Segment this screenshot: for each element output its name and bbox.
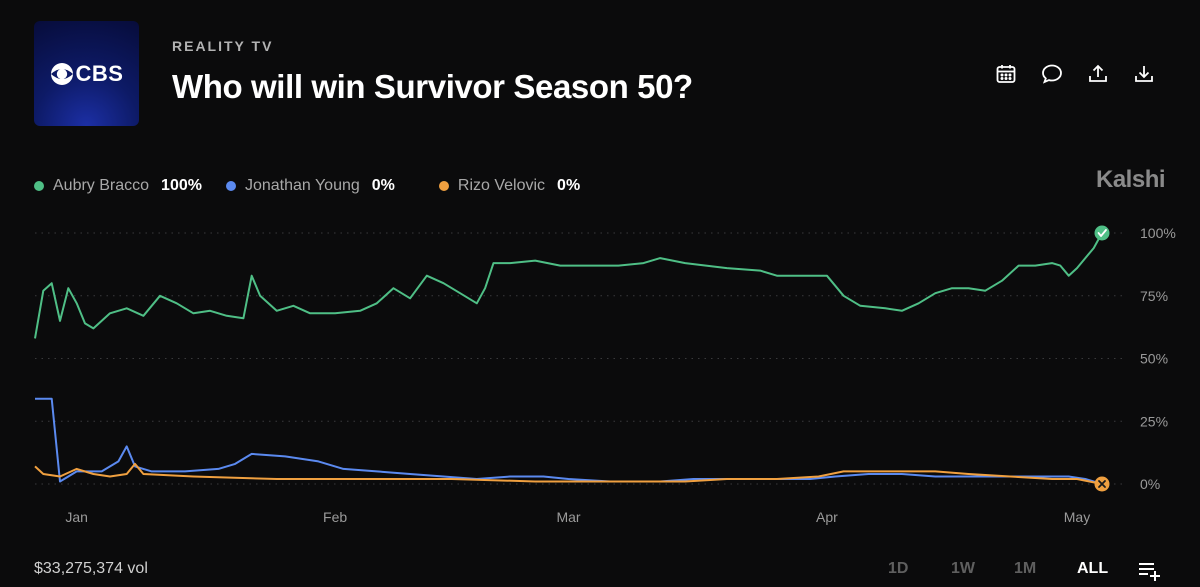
end-marker: [1094, 225, 1110, 241]
x-tick-label: Apr: [816, 509, 838, 525]
volume-text: $33,275,374 vol: [34, 560, 148, 577]
range-button-all[interactable]: ALL: [1077, 560, 1109, 577]
download-icon[interactable]: [1132, 62, 1156, 86]
legend-value: 0%: [557, 177, 581, 194]
cbs-eye-icon: [50, 62, 73, 85]
cbs-logo: CBS: [34, 21, 139, 126]
y-tick-label: 50%: [1140, 351, 1168, 367]
x-tick-label: Mar: [556, 509, 580, 525]
legend-value: 0%: [371, 177, 395, 194]
category-label: REALITY TV: [172, 38, 274, 54]
y-tick-label: 100%: [1140, 225, 1176, 241]
share-icon[interactable]: [1086, 62, 1110, 86]
y-tick-label: 25%: [1140, 413, 1168, 429]
legend-dot: [34, 181, 44, 191]
series-line-jonathan-young: [35, 397, 1103, 485]
price-chart[interactable]: 100% 75% 50% 25% 0% Jan Feb Mar Apr May: [0, 210, 1200, 530]
range-button-1d[interactable]: 1D: [888, 560, 909, 577]
logo-text: CBS: [75, 60, 124, 86]
comment-icon[interactable]: [1040, 62, 1064, 86]
check-icon: [1097, 229, 1107, 237]
add-list-icon[interactable]: [1137, 558, 1161, 582]
x-tick-label: Jan: [65, 509, 88, 525]
range-button-1w[interactable]: 1W: [951, 560, 975, 577]
range-button-1m[interactable]: 1M: [1014, 560, 1037, 577]
series-line-aubry-bracco: [34, 232, 1103, 339]
market-title: Who will win Survivor Season 50?: [172, 68, 693, 105]
chart-legend: Aubry Bracco 100% Jonathan Young 0% Rizo…: [34, 177, 604, 195]
series-line-rizo-velovic: [34, 462, 1103, 485]
action-toolbar: [994, 62, 1156, 86]
cross-icon: [1098, 480, 1106, 488]
legend-name: Aubry Bracco: [53, 177, 150, 194]
y-tick-label: 75%: [1140, 288, 1168, 304]
legend-value: 100%: [161, 177, 202, 194]
legend-item[interactable]: Aubry Bracco 100%: [34, 177, 202, 195]
legend-dot: [438, 181, 449, 191]
y-tick-label: 0%: [1140, 476, 1160, 492]
kalshi-brand: Kalshi: [1096, 166, 1166, 193]
legend-dot: [225, 181, 236, 191]
legend-name: Jonathan Young: [244, 177, 360, 194]
calendar-icon[interactable]: [994, 62, 1018, 86]
legend-item[interactable]: Rizo Velovic 0%: [438, 177, 581, 195]
legend-name: Rizo Velovic: [457, 177, 546, 194]
x-tick-label: Feb: [323, 509, 347, 525]
x-tick-label: May: [1064, 509, 1090, 525]
legend-item[interactable]: Jonathan Young 0%: [225, 177, 395, 195]
range-selector: 1D 1W 1M ALL: [888, 560, 1140, 578]
